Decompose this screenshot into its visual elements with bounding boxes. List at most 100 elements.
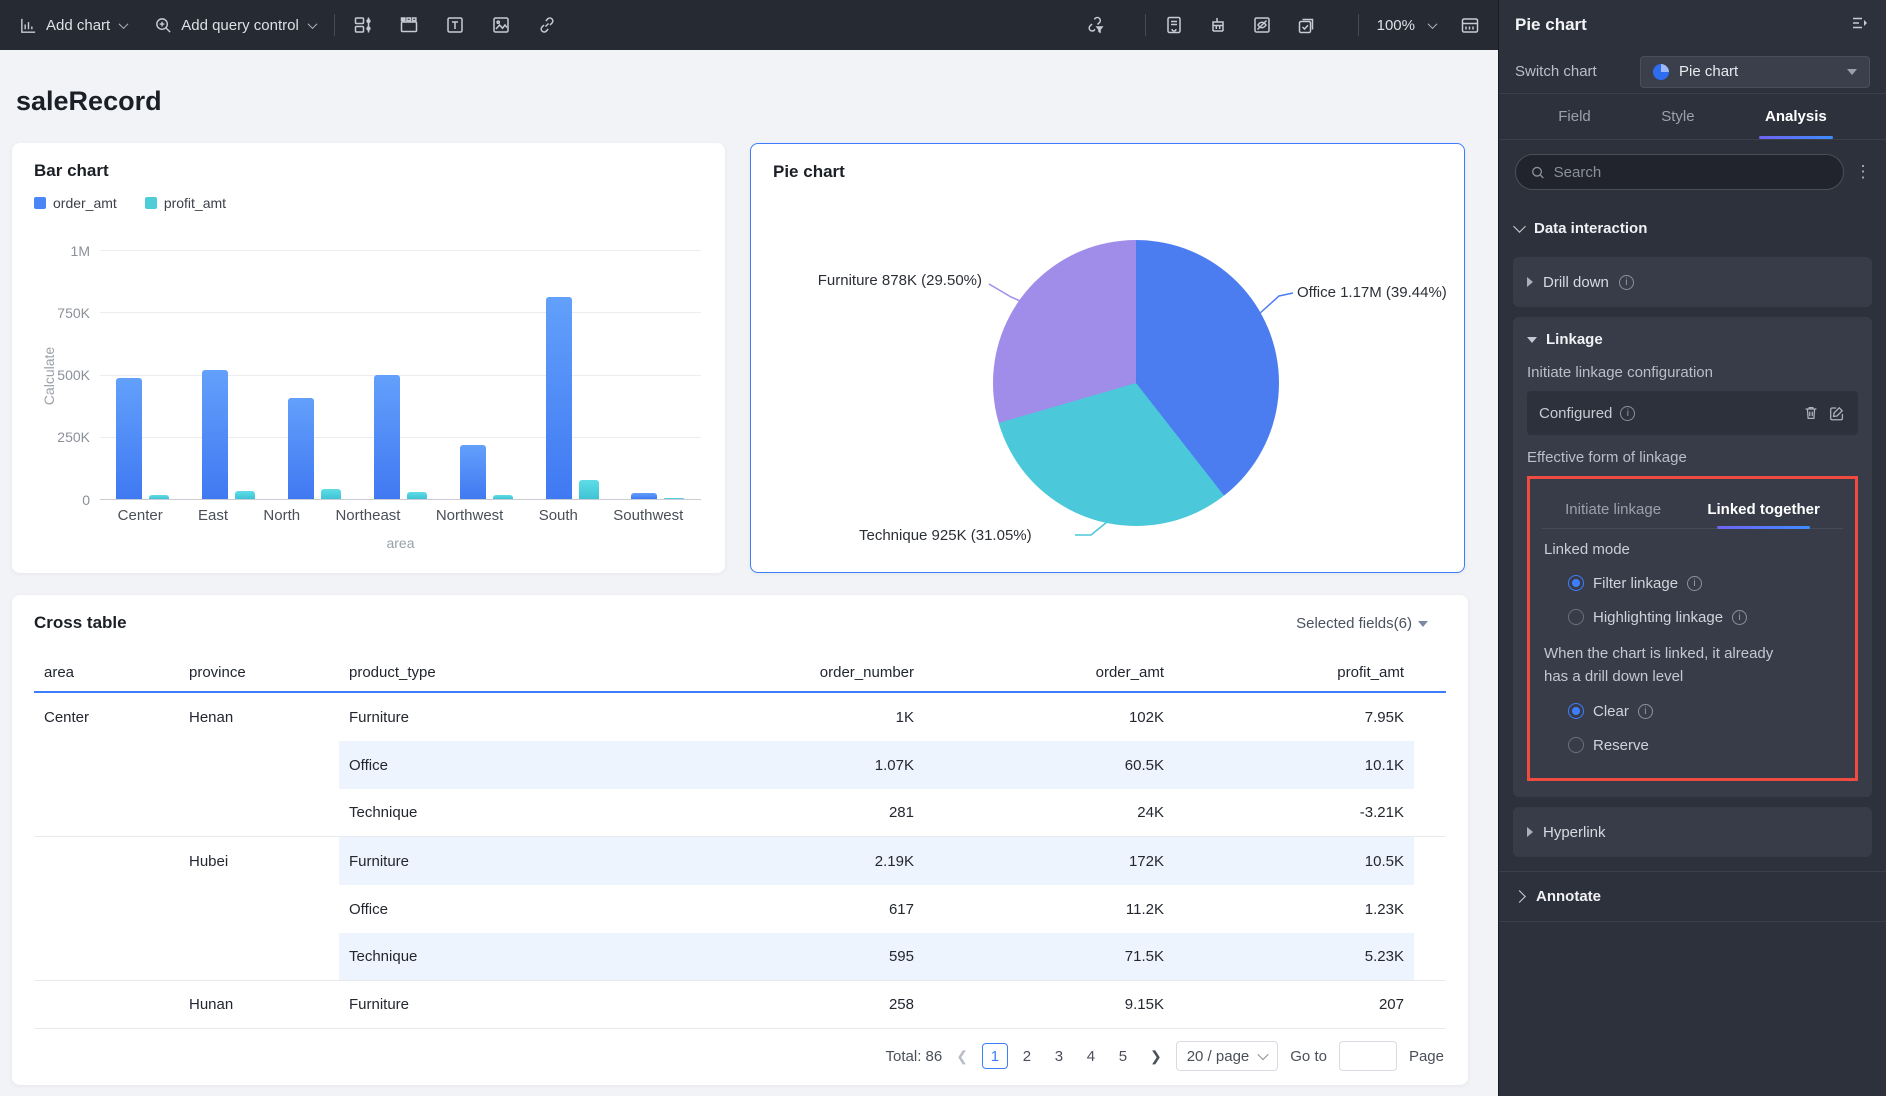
- bar-profit_amt-center[interactable]: [149, 495, 169, 499]
- bar-order_amt-northwest[interactable]: [460, 445, 486, 499]
- bar-group-southwest[interactable]: [631, 250, 684, 499]
- add-query-control-button[interactable]: Add query control: [153, 15, 316, 35]
- next-page-button[interactable]: ❯: [1148, 1048, 1164, 1065]
- table-row[interactable]: Technique59571.5K5.23K: [34, 933, 1446, 981]
- tab-field[interactable]: Field: [1558, 94, 1591, 139]
- info-icon[interactable]: i: [1732, 610, 1747, 625]
- tab-style[interactable]: Style: [1661, 94, 1694, 139]
- page-number-5[interactable]: 5: [1110, 1043, 1136, 1069]
- table-row[interactable]: Office1.07K60.5K10.1K: [34, 741, 1446, 789]
- prev-page-button[interactable]: ❮: [954, 1048, 970, 1065]
- table-row[interactable]: Office61711.2K1.23K: [34, 885, 1446, 933]
- page-settings-button[interactable]: [1460, 15, 1480, 35]
- selected-fields-dropdown[interactable]: Selected fields(6): [1296, 615, 1428, 632]
- search-input[interactable]: [1554, 164, 1829, 181]
- radio-clear[interactable]: Clear i: [1542, 694, 1843, 728]
- tab-analysis[interactable]: Analysis: [1765, 94, 1827, 139]
- bar-profit_amt-southwest[interactable]: [664, 498, 684, 499]
- page-label: Page: [1409, 1048, 1444, 1065]
- bar-order_amt-center[interactable]: [116, 378, 142, 499]
- theme-brush-button[interactable]: [1208, 15, 1228, 35]
- delete-linkage-icon[interactable]: [1802, 404, 1820, 422]
- x-axis-label: Northeast: [335, 507, 400, 524]
- pie-chart-card[interactable]: Pie chart Furniture 878K (29.50%) Office…: [750, 143, 1465, 573]
- page-number-1[interactable]: 1: [982, 1043, 1008, 1069]
- bar-order_amt-south[interactable]: [546, 297, 572, 499]
- edit-linkage-icon[interactable]: [1828, 404, 1846, 422]
- radio-reserve[interactable]: Reserve: [1542, 728, 1843, 762]
- section-annotate[interactable]: Annotate: [1499, 871, 1886, 922]
- table-row[interactable]: CenterHenanFurniture1K102K7.95K: [34, 693, 1446, 741]
- bar-order_amt-southwest[interactable]: [631, 493, 657, 499]
- column-header-province[interactable]: province: [179, 653, 339, 691]
- image-widget-button[interactable]: [491, 15, 511, 35]
- hyperlink-toggle[interactable]: Hyperlink: [1513, 807, 1872, 857]
- hide-preview-button[interactable]: [1252, 15, 1272, 35]
- table-row[interactable]: Technique28124K-3.21K: [34, 789, 1446, 837]
- y-tick: 250K: [36, 429, 90, 445]
- cross-table-card[interactable]: Cross table Selected fields(6) area prov…: [12, 595, 1468, 1085]
- drill-down-card: Drill down i: [1513, 257, 1872, 307]
- dashboard-canvas: saleRecord Bar chart order_amt profit_am…: [0, 50, 1498, 1096]
- bar-group-northeast[interactable]: [374, 250, 427, 499]
- more-options-icon[interactable]: ⋮: [1854, 169, 1872, 175]
- column-header-order-number[interactable]: order_number: [669, 653, 924, 691]
- bar-order_amt-east[interactable]: [202, 370, 228, 499]
- info-icon[interactable]: i: [1619, 275, 1634, 290]
- column-header-area[interactable]: area: [34, 653, 179, 691]
- collapse-panel-icon[interactable]: [1850, 13, 1870, 37]
- add-chart-button[interactable]: Add chart: [18, 15, 127, 35]
- slider-control-button[interactable]: [353, 15, 373, 35]
- checklist-button[interactable]: [1296, 15, 1316, 35]
- bar-group-east[interactable]: [202, 250, 255, 499]
- bar-chart-card[interactable]: Bar chart order_amt profit_amt Calculate…: [12, 143, 725, 573]
- bar-profit_amt-northeast[interactable]: [407, 492, 427, 499]
- radio-highlighting-linkage[interactable]: Highlighting linkage i: [1542, 600, 1843, 634]
- goto-label: Go to: [1290, 1048, 1327, 1065]
- page-size-dropdown[interactable]: 20 / page: [1176, 1041, 1279, 1071]
- bar-profit_amt-north[interactable]: [321, 489, 341, 499]
- drill-down-toggle[interactable]: Drill down i: [1513, 257, 1872, 307]
- bar-chart-legend: order_amt profit_amt: [34, 195, 226, 211]
- pagination: Total: 86 ❮ 12345 ❯ 20 / page Go to Page: [886, 1041, 1444, 1071]
- link-widget-button[interactable]: [537, 15, 557, 35]
- page-number-4[interactable]: 4: [1078, 1043, 1104, 1069]
- text-widget-button[interactable]: [445, 15, 465, 35]
- tab-linked-together[interactable]: Linked together: [1707, 491, 1820, 528]
- form-settings-button[interactable]: [1164, 15, 1184, 35]
- bar-profit_amt-northwest[interactable]: [493, 495, 513, 499]
- info-icon[interactable]: i: [1638, 704, 1653, 719]
- zoom-level-dropdown[interactable]: 100%: [1377, 17, 1436, 34]
- bar-profit_amt-south[interactable]: [579, 480, 599, 499]
- page-number-3[interactable]: 3: [1046, 1043, 1072, 1069]
- radio-filter-linkage[interactable]: Filter linkage i: [1542, 566, 1843, 600]
- bar-profit_amt-east[interactable]: [235, 491, 255, 499]
- page-number-2[interactable]: 2: [1014, 1043, 1040, 1069]
- bar-group-center[interactable]: [116, 250, 169, 499]
- legend-order-amt[interactable]: order_amt: [34, 195, 117, 211]
- column-header-profit-amt[interactable]: profit_amt: [1174, 653, 1414, 691]
- bar-group-northwest[interactable]: [460, 250, 513, 499]
- column-header-product-type[interactable]: product_type: [339, 653, 669, 691]
- text-icon: [445, 15, 465, 35]
- table-row[interactable]: HubeiFurniture2.19K172K10.5K: [34, 837, 1446, 885]
- search-box[interactable]: [1515, 154, 1844, 190]
- tab-initiate-linkage[interactable]: Initiate linkage: [1565, 491, 1661, 528]
- goto-page-input[interactable]: [1339, 1041, 1397, 1071]
- table-row[interactable]: HunanFurniture2589.15K207: [34, 981, 1446, 1029]
- info-icon[interactable]: i: [1687, 576, 1702, 591]
- bar-order_amt-northeast[interactable]: [374, 375, 400, 499]
- switch-chart-dropdown[interactable]: Pie chart: [1640, 56, 1870, 88]
- tab-container-button[interactable]: [399, 15, 419, 35]
- info-icon[interactable]: i: [1620, 406, 1635, 421]
- section-data-interaction[interactable]: Data interaction: [1499, 204, 1886, 247]
- bar-group-south[interactable]: [546, 250, 599, 499]
- cross-table: area province product_type order_number …: [34, 653, 1446, 1029]
- legend-profit-amt[interactable]: profit_amt: [145, 195, 226, 211]
- linkage-toggle[interactable]: Linkage: [1527, 331, 1858, 348]
- pie[interactable]: [993, 240, 1279, 526]
- global-link-filter-button[interactable]: [1085, 15, 1105, 35]
- bar-order_amt-north[interactable]: [288, 398, 314, 499]
- bar-group-north[interactable]: [288, 250, 341, 499]
- column-header-order-amt[interactable]: order_amt: [924, 653, 1174, 691]
